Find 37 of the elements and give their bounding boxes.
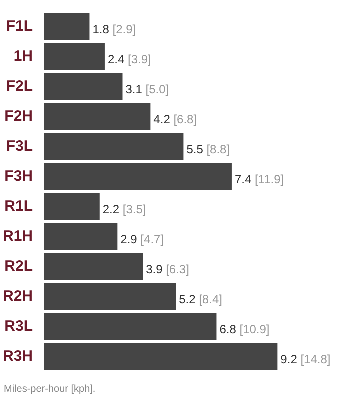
- bar: [44, 254, 144, 280]
- y-tick-label: R3L: [4, 318, 34, 336]
- data-label: 2.2 [3.5]: [102, 202, 146, 216]
- data-label: 4.2 [6.8]: [154, 112, 198, 126]
- data-label: 3.1 [5.0]: [126, 82, 170, 96]
- y-tick-label: 1H: [14, 48, 34, 66]
- y-tick-label: R2L: [4, 258, 34, 276]
- bar: [44, 224, 118, 250]
- y-tick-label: R1L: [4, 198, 34, 216]
- data-label: 3.9 [6.3]: [146, 262, 190, 276]
- data-label: 2.4 [3.9]: [108, 52, 152, 66]
- y-tick-label: R2H: [2, 288, 34, 306]
- data-label: 9.2 [14.8]: [280, 352, 331, 366]
- bar: [44, 74, 123, 100]
- data-label: 1.8 [2.9]: [92, 22, 136, 36]
- y-tick-label: F3H: [4, 168, 34, 186]
- y-tick-label: F3L: [6, 138, 34, 156]
- data-label: 7.4 [11.9]: [234, 172, 284, 186]
- text: Miles-per-hour [kph].: [3, 384, 97, 395]
- bar: [44, 134, 184, 160]
- bar: [44, 104, 151, 130]
- bar: [44, 314, 217, 340]
- y-tick-label: F2L: [6, 78, 34, 96]
- bar: [44, 284, 176, 310]
- bar: [44, 14, 90, 40]
- bar: [44, 344, 278, 370]
- y-tick-label: R3H: [2, 348, 34, 366]
- bar: [44, 194, 100, 220]
- bar: [44, 164, 232, 190]
- bar: [44, 44, 105, 70]
- data-label: 2.9 [4.7]: [120, 232, 164, 246]
- y-tick-label: R1H: [2, 228, 34, 246]
- y-tick-label: F1L: [6, 18, 34, 36]
- data-label: 5.5 [8.8]: [186, 142, 230, 156]
- data-label: 6.8 [10.9]: [220, 322, 270, 336]
- data-label: 5.2 [8.4]: [179, 292, 222, 306]
- y-tick-label: F2H: [4, 108, 34, 126]
